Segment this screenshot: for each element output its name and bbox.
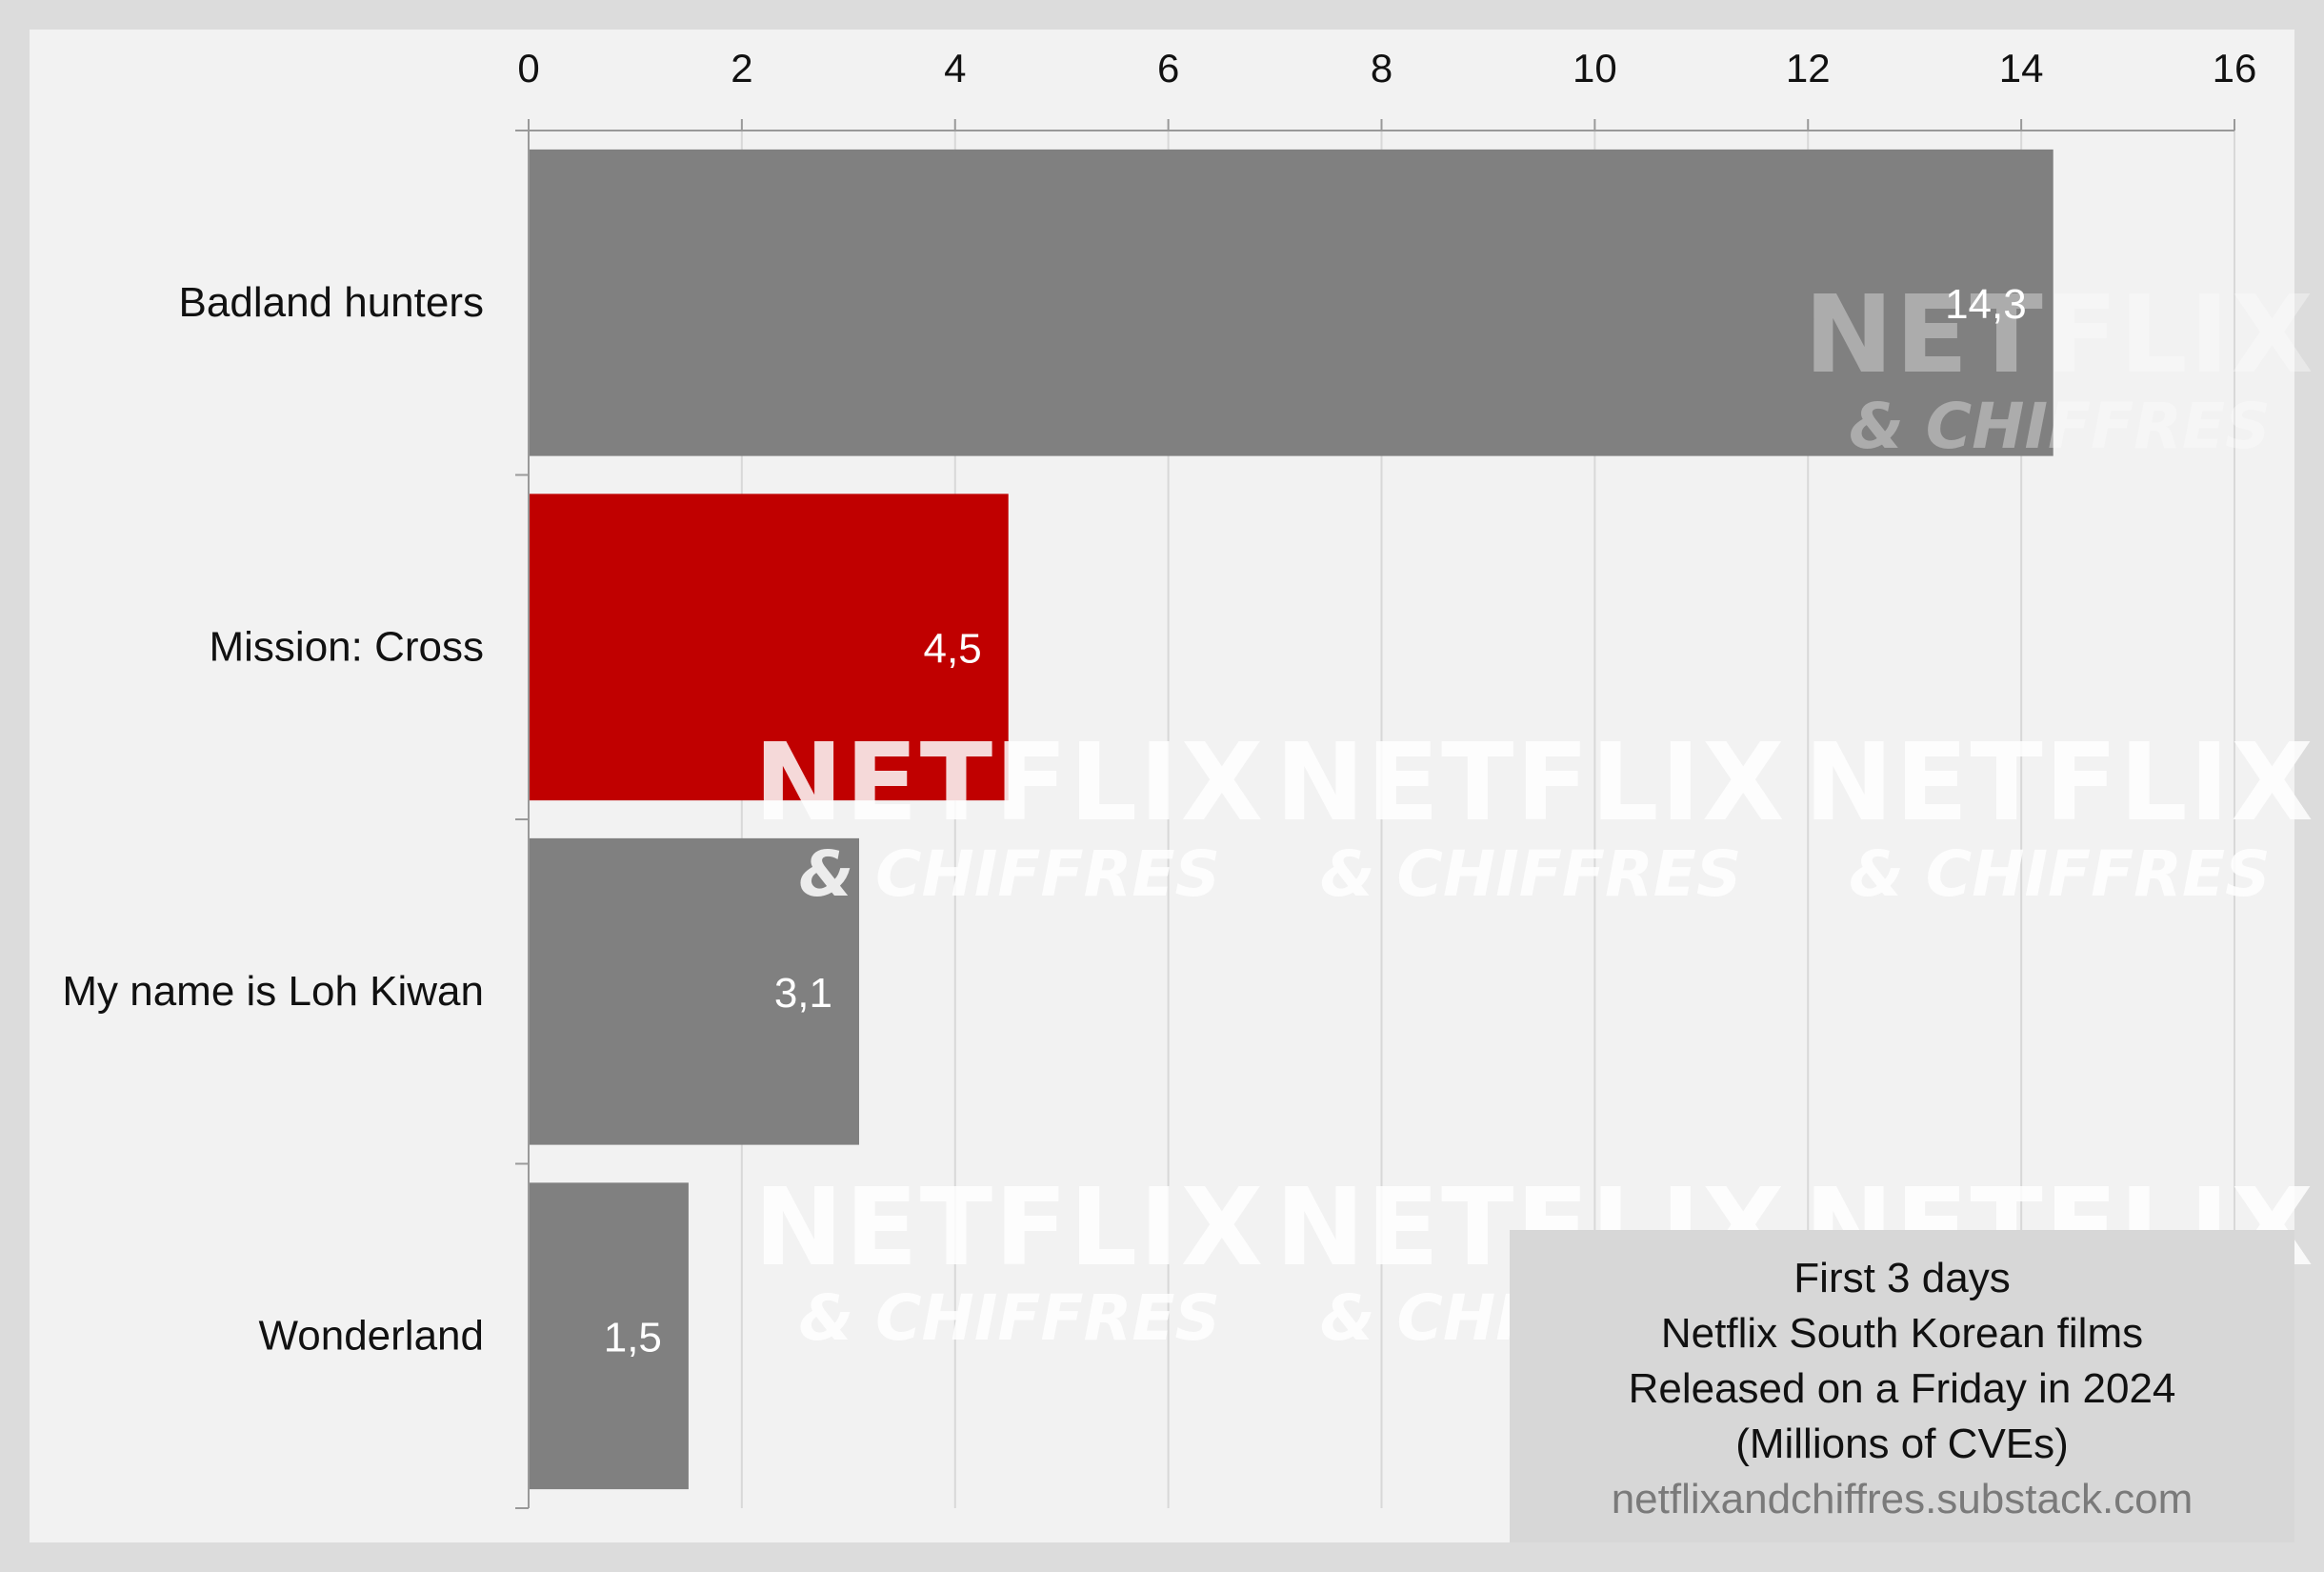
source-url: netflixandchiffres.substack.com (1611, 1476, 2194, 1522)
x-tick-label-0: 0 (517, 46, 539, 91)
bar-3 (529, 1182, 689, 1490)
bar-1 (529, 494, 1009, 801)
x-tick-label-16: 16 (2213, 46, 2257, 91)
category-label-0: Badland hunters (179, 279, 484, 326)
category-label-2: My name is Loh Kiwan (62, 968, 484, 1015)
info-line-unit: (Millions of CVEs) (1735, 1421, 2069, 1467)
category-label-3: Wonderland (259, 1312, 484, 1359)
bar-value-label-0: 14,3 (1945, 281, 2027, 328)
info-line-release: Released on a Friday in 2024 (1628, 1365, 2176, 1412)
watermark-logo-subtext: & CHIFFRES (1849, 390, 2270, 463)
bar-value-label-1: 4,5 (924, 625, 982, 672)
bar-value-label-2: 3,1 (774, 970, 832, 1017)
bar-2 (529, 837, 860, 1145)
watermark-logo-text: NETFLIX (1804, 273, 2315, 397)
x-tick-label-10: 10 (1573, 46, 1617, 91)
watermark-logo-subtext: & CHIFFRES (799, 837, 1220, 911)
watermark-logo-subtext: & CHIFFRES (799, 1281, 1220, 1355)
x-tick-label-8: 8 (1371, 46, 1392, 91)
watermark-logo-text: NETFLIX (754, 1166, 1266, 1290)
watermark-logo-text: NETFLIX (754, 721, 1266, 845)
watermark-logo-text: NETFLIX (1275, 721, 1787, 845)
bar-0 (529, 149, 2054, 456)
watermark-logo-text: NETFLIX (1804, 721, 2315, 845)
x-tick-label-6: 6 (1157, 46, 1179, 91)
x-tick-label-4: 4 (944, 46, 966, 91)
x-tick-label-2: 2 (731, 46, 752, 91)
bar-layer (529, 149, 2054, 1490)
watermark-logo-subtext: & CHIFFRES (1320, 837, 1741, 911)
chart-info-box: First 3 days Netflix South Korean films … (1510, 1230, 2294, 1542)
label-layer: 0 2 4 6 8 10 12 14 16 14,3 Badland hunters 4,5 Missi… (62, 46, 2256, 1360)
bar-value-label-3: 1,5 (604, 1314, 662, 1360)
watermark-logo-subtext: & CHIFFRES (1849, 837, 2270, 911)
info-line-subject: Netflix South Korean films (1660, 1310, 2144, 1357)
axis-layer (515, 119, 2235, 1509)
info-line-period: First 3 days (1793, 1255, 2011, 1301)
category-label-1: Mission: Cross (210, 623, 485, 670)
x-tick-label-14: 14 (1999, 46, 2044, 91)
x-tick-label-12: 12 (1786, 46, 1831, 91)
